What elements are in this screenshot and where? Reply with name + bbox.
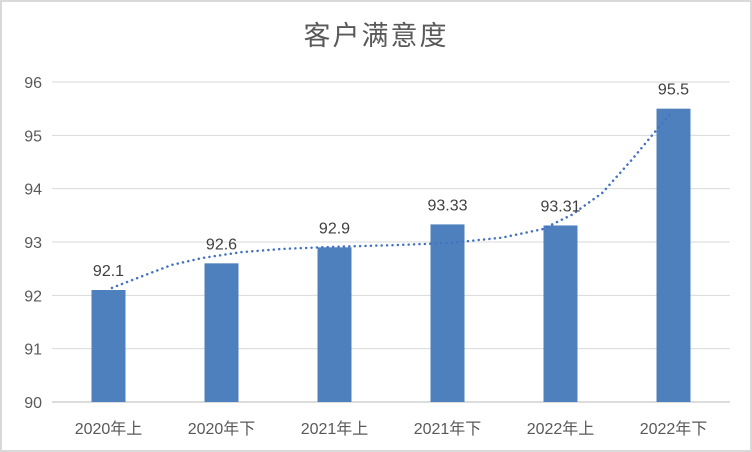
- value-label: 92.1: [93, 263, 124, 280]
- bar-2022年上: [543, 225, 578, 402]
- trendline-dotted: [110, 112, 672, 290]
- y-tick-label: 93: [24, 235, 42, 252]
- value-label: 92.6: [206, 236, 237, 253]
- y-tick-label: 96: [24, 75, 42, 92]
- y-tick-label: 92: [24, 288, 42, 305]
- value-label: 93.33: [427, 197, 467, 214]
- y-tick-label: 95: [24, 128, 42, 145]
- x-tick-label: 2021年下: [414, 420, 482, 438]
- bar-2022年下: [656, 108, 691, 403]
- bar-2021年下: [430, 224, 465, 402]
- bar-2020年下: [204, 263, 239, 402]
- x-tick-label: 2022年下: [640, 420, 708, 438]
- y-tick-label: 94: [24, 182, 42, 199]
- value-label: 93.31: [540, 198, 580, 215]
- x-tick-label: 2021年上: [301, 420, 369, 438]
- x-tick-label: 2022年上: [527, 420, 595, 438]
- y-tick-label: 91: [24, 342, 42, 359]
- value-label: 92.9: [319, 220, 350, 237]
- bar-2020年上: [91, 290, 126, 402]
- bar-2021年上: [317, 247, 352, 402]
- y-tick-label: 90: [24, 395, 42, 412]
- value-label: 95.5: [658, 82, 689, 99]
- x-tick-label: 2020年上: [75, 420, 143, 438]
- x-tick-label: 2020年下: [188, 420, 256, 438]
